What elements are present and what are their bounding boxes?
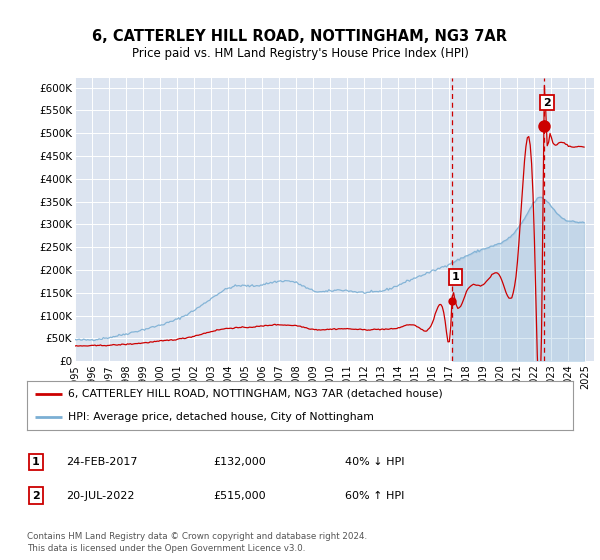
Text: 60% ↑ HPI: 60% ↑ HPI [345,491,404,501]
Text: Price paid vs. HM Land Registry's House Price Index (HPI): Price paid vs. HM Land Registry's House … [131,46,469,60]
Text: £132,000: £132,000 [213,457,266,467]
Text: 1: 1 [32,457,40,467]
Text: 40% ↓ HPI: 40% ↓ HPI [345,457,404,467]
Text: 2: 2 [32,491,40,501]
Text: 20-JUL-2022: 20-JUL-2022 [66,491,134,501]
Text: £515,000: £515,000 [213,491,266,501]
Text: 6, CATTERLEY HILL ROAD, NOTTINGHAM, NG3 7AR: 6, CATTERLEY HILL ROAD, NOTTINGHAM, NG3 … [92,29,508,44]
Text: Contains HM Land Registry data © Crown copyright and database right 2024.
This d: Contains HM Land Registry data © Crown c… [27,533,367,553]
Text: HPI: Average price, detached house, City of Nottingham: HPI: Average price, detached house, City… [68,412,374,422]
Text: 2: 2 [543,97,551,108]
Text: 1: 1 [451,272,459,282]
Text: 24-FEB-2017: 24-FEB-2017 [66,457,137,467]
Text: 6, CATTERLEY HILL ROAD, NOTTINGHAM, NG3 7AR (detached house): 6, CATTERLEY HILL ROAD, NOTTINGHAM, NG3 … [68,389,443,399]
